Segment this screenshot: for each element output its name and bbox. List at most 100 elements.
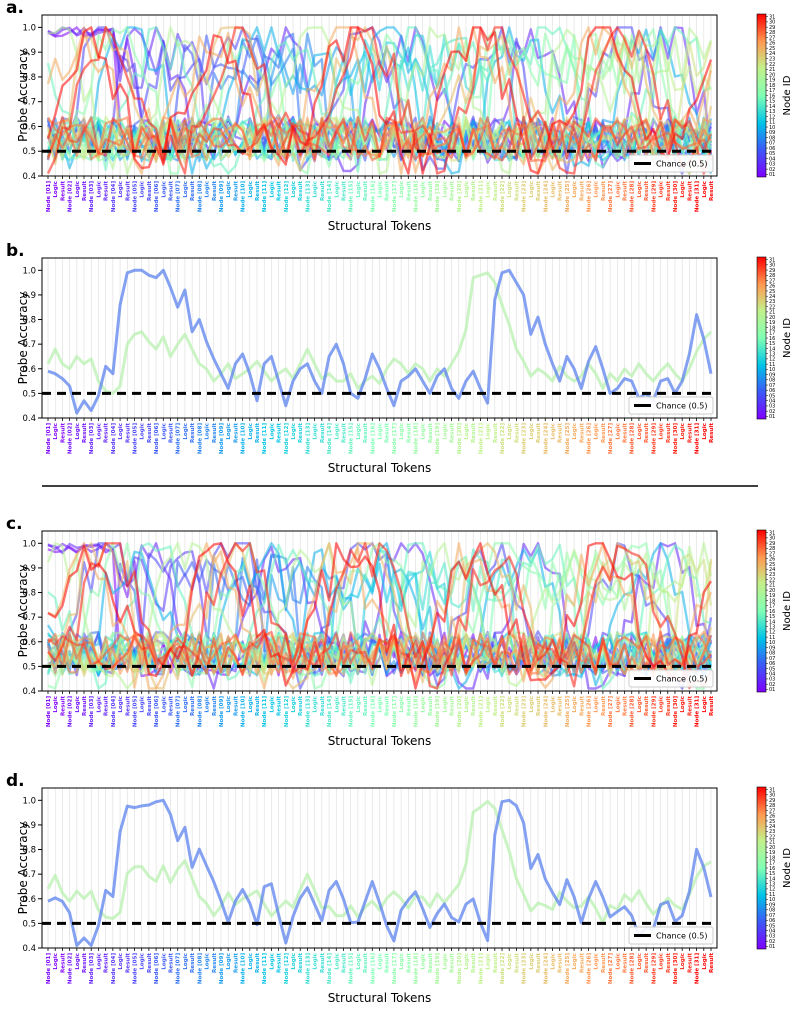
x-tick-label: Result [169,181,175,201]
x-tick-label: Logic [442,953,448,970]
x-tick-label: Node [10] [241,953,247,985]
colorbar-tick-label: 14 [769,346,775,352]
legend-box [628,669,714,688]
x-tick-label: Node [22] [500,423,506,455]
colorbar-tick-label: 07 [769,383,775,389]
x-tick-label: Logic [529,696,535,713]
colorbar-tick-label: 10 [769,125,775,131]
colorbar-tick-label: 23 [769,572,775,578]
colorbar-tick-label: 11 [769,120,775,126]
x-tick-label: Logic [75,953,81,970]
x-tick-label: Result [320,181,326,201]
x-tick-label: Result [709,423,715,443]
colorbar-tick-label: 03 [769,934,775,940]
x-tick-label: Logic [659,423,665,440]
x-tick-label: Logic [96,181,102,198]
x-tick-label: Result [558,696,564,716]
colorbar-tick-label: 15 [769,871,775,877]
x-tick-label: Result [82,953,88,973]
legend-label: Chance (0.5) [656,932,707,941]
x-tick-label: Node [25] [565,423,571,455]
x-tick-label: Logic [118,423,124,440]
colorbar-tick-label: 25 [769,562,775,568]
x-tick-label: Node [26] [586,423,592,455]
x-tick-label: Logic [226,696,232,713]
x-tick-label: Logic [507,423,513,440]
x-tick-label: Logic [399,696,405,713]
x-tick-label: Node [19] [435,181,441,213]
colorbar-tick-label: 18 [769,598,775,604]
y-tick-label: 0.9 [22,564,36,574]
x-tick-label: Logic [442,696,448,713]
x-tick-label: Node [13] [305,181,311,213]
x-tick-label: Logic [226,423,232,440]
y-axis-label: Probe Accuracy [16,49,30,142]
x-tick-label: Result [687,181,693,201]
x-tick-label: Logic [269,181,275,198]
x-tick-label: Node [26] [586,696,592,728]
x-tick-label: Logic [313,953,319,970]
colorbar-tick-label: 04 [769,672,775,678]
x-tick-label: Result [341,696,347,716]
series-line-node-30 [46,26,713,175]
x-tick-label: Node [24] [543,423,549,455]
x-tick-label: Node [07] [176,181,182,213]
colorbar-tick-label: 28 [769,273,775,279]
x-tick-label: Logic [659,696,665,713]
colorbar-tick-label: 28 [769,803,775,809]
series-line-node-31 [46,26,713,175]
colorbar-tick-label: 10 [769,367,775,373]
x-tick-label: Node [01] [46,953,52,985]
colorbar-tick-label: 07 [769,141,775,147]
x-tick-label: Result [82,423,88,443]
x-tick-label: Result [471,181,477,201]
x-tick-label: Result [428,696,434,716]
colorbar-tick-label: 31 [769,530,775,536]
x-tick-label: Logic [615,696,621,713]
x-tick-label: Result [558,181,564,201]
x-tick-label: Logic [486,181,492,198]
x-tick-label: Node [29] [651,423,657,455]
x-axis-label: Structural Tokens [328,219,432,233]
y-tick-label: 0.8 [22,589,36,599]
colorbar-tick-label: 22 [769,834,775,840]
colorbar-tick-label: 16 [769,866,775,872]
x-tick-label: Node [10] [241,696,247,728]
x-tick-label: Logic [702,696,708,713]
x-tick-label: Result [385,423,391,443]
plot-area [46,268,713,415]
x-tick-label: Logic [550,181,556,198]
x-tick-label: Logic [615,953,621,970]
y-tick-label: 0.6 [22,895,36,905]
x-tick-label: Logic [356,953,362,970]
x-tick-label: Result [601,423,607,443]
x-tick-label: Node [06] [154,423,160,455]
y-tick-label: 0.9 [22,291,36,301]
colorbar-label: Node ID [782,318,793,358]
x-tick-label: Result [514,423,520,443]
x-tick-label: Node [31] [695,181,701,213]
panel-label: c. [6,514,23,534]
colorbar-tick-label: 22 [769,304,775,310]
x-axis-label: Structural Tokens [328,991,432,1005]
panel-d: d. 0.4 0.5 0.6 0.7 0.8 0.9 1.0 Probe Accuracy Nod… [6,771,793,1005]
x-tick-label: Node [29] [651,696,657,728]
y-tick-label: 1.0 [22,23,36,33]
x-tick-label: Node [12] [284,953,290,985]
x-tick-label: Node [15] [349,423,355,455]
x-tick-label: Node [27] [608,696,614,728]
x-tick-label: Logic [334,696,340,713]
x-tick-label: Node [03] [89,423,95,455]
x-tick-label: Logic [507,696,513,713]
x-tick-label: Result [644,423,650,443]
x-tick-label: Logic [96,696,102,713]
colorbar-tick-label: 03 [769,677,775,683]
x-tick-label: Logic [248,696,254,713]
x-tick-label: Result [60,423,66,443]
x-tick-label: Logic [313,696,319,713]
x-tick-label: Logic [53,953,59,970]
x-tick-label: Result [233,696,239,716]
x-tick-label: Result [104,181,110,201]
x-tick-label: Logic [594,423,600,440]
x-tick-label: Logic [75,181,81,198]
